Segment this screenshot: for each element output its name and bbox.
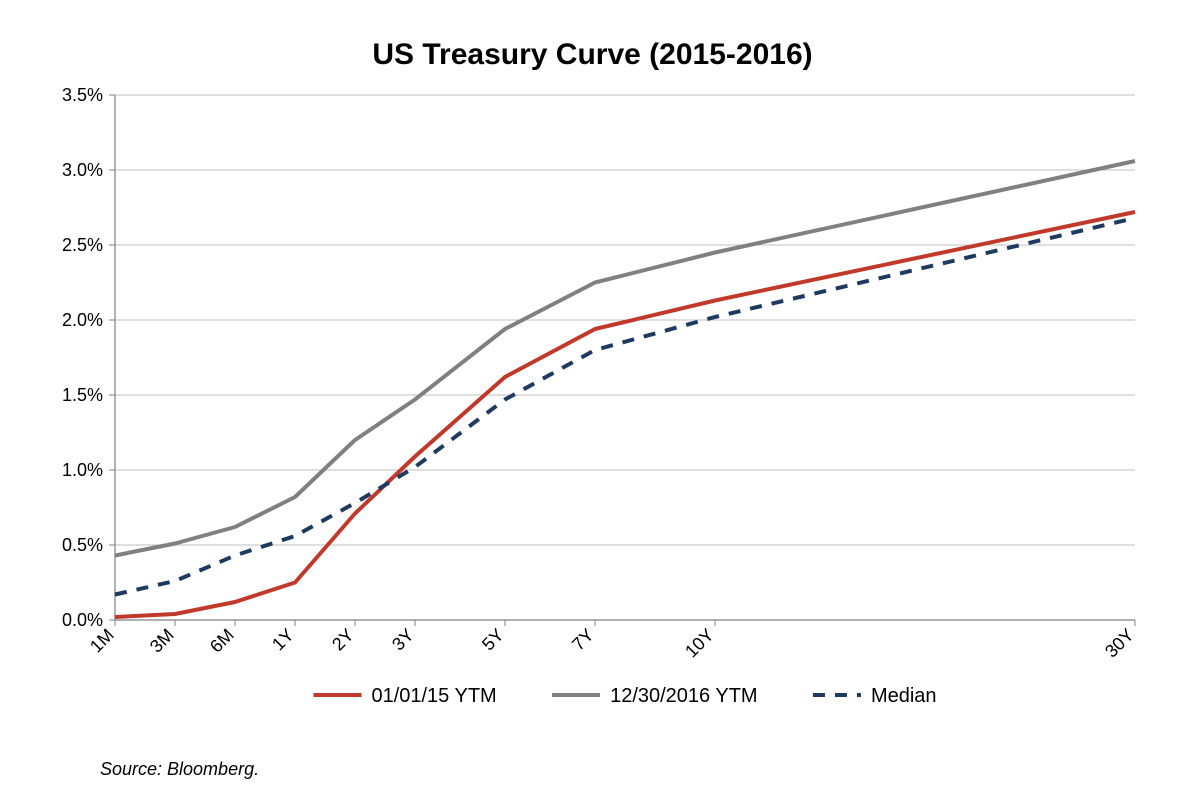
x-tick-label: 30Y	[1101, 625, 1138, 662]
series-line	[115, 212, 1135, 617]
x-tick-label: 2Y	[328, 625, 358, 655]
y-tick-label: 3.0%	[62, 160, 103, 180]
x-tick-label: 3Y	[388, 625, 418, 655]
y-tick-label: 0.0%	[62, 610, 103, 630]
y-tick-label: 3.5%	[62, 85, 103, 105]
y-tick-label: 1.5%	[62, 385, 103, 405]
chart-container: US Treasury Curve (2015-2016) 0.0%0.5%1.…	[0, 0, 1185, 810]
y-tick-label: 2.0%	[62, 310, 103, 330]
line-chart: 0.0%0.5%1.0%1.5%2.0%2.5%3.0%3.5%1M3M6M1Y…	[0, 0, 1185, 810]
legend-label: 01/01/15 YTM	[371, 685, 496, 707]
y-tick-label: 0.5%	[62, 535, 103, 555]
x-tick-label: 1Y	[268, 625, 298, 655]
series-line	[115, 161, 1135, 556]
x-tick-label: 3M	[146, 625, 178, 657]
y-tick-label: 1.0%	[62, 460, 103, 480]
y-tick-label: 2.5%	[62, 235, 103, 255]
legend-label: Median	[871, 685, 937, 707]
x-tick-label: 5Y	[478, 625, 508, 655]
x-tick-label: 6M	[206, 625, 238, 657]
x-tick-label: 7Y	[568, 625, 598, 655]
x-tick-label: 10Y	[681, 625, 718, 662]
source-attribution: Source: Bloomberg.	[100, 759, 259, 780]
legend-label: 12/30/2016 YTM	[610, 685, 758, 707]
